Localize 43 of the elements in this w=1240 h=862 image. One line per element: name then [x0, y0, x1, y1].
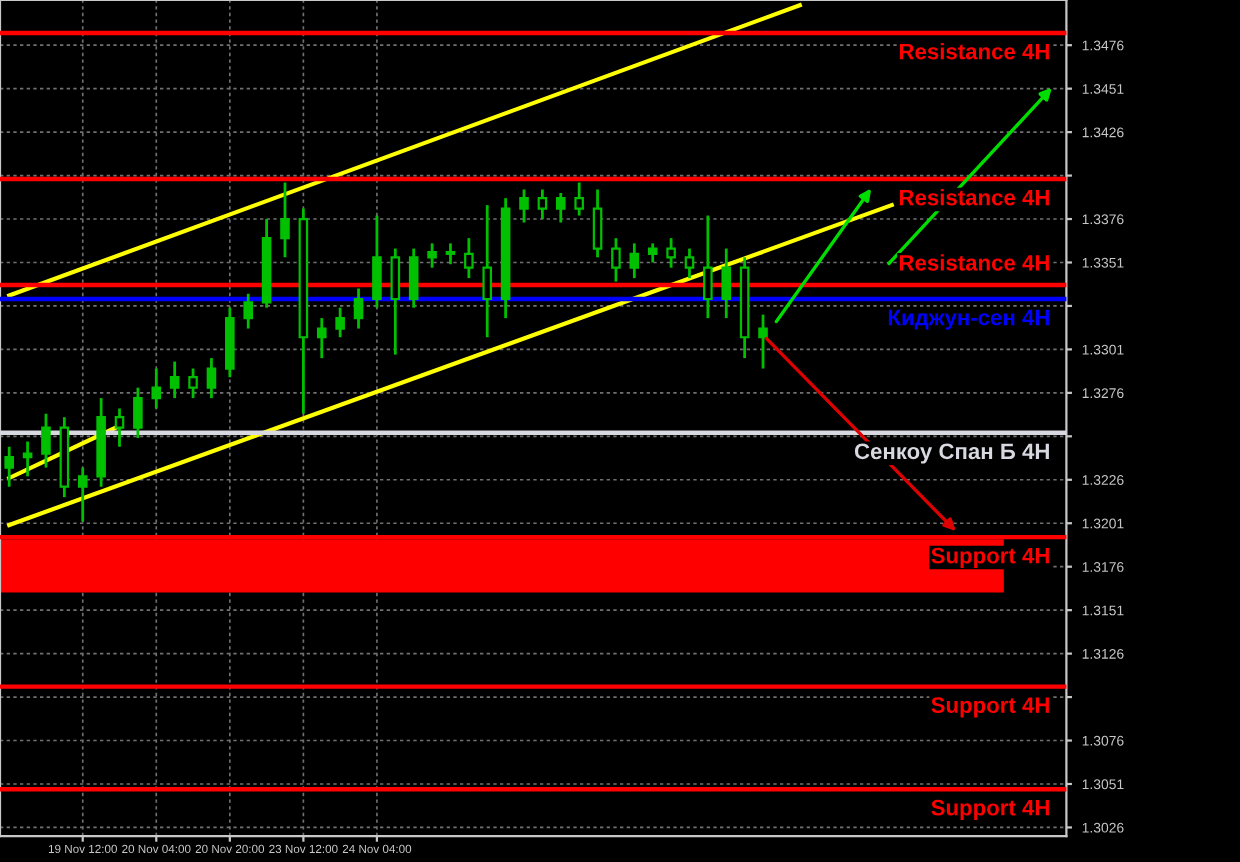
- candlestick: [445, 241, 456, 266]
- candlestick: [684, 247, 695, 280]
- candlestick: [41, 412, 51, 469]
- ref-line-label: Киджун-сен 4H: [888, 309, 1049, 330]
- candlestick: [169, 360, 180, 400]
- candlestick: [482, 203, 493, 339]
- candlestick: [611, 236, 621, 283]
- ref-line-label: Support 4H: [931, 547, 1049, 568]
- candlestick: [372, 214, 382, 310]
- candlestick: [22, 440, 33, 478]
- candlestick: [243, 292, 253, 330]
- candlestick: [555, 191, 566, 224]
- candlestick: [4, 445, 14, 489]
- candlestick: [519, 188, 529, 224]
- ref-line-label: Resistance 4H: [899, 43, 1049, 60]
- candlestick: [629, 241, 640, 280]
- candlestick: [537, 188, 548, 221]
- ref-line-label: Support 4H: [931, 799, 1049, 820]
- ref-line-label: Resistance 4H: [899, 189, 1049, 206]
- ref-line-label: Support 4H: [931, 697, 1049, 718]
- candlestick: [758, 313, 768, 370]
- candlestick: [353, 287, 364, 330]
- candlestick: [666, 236, 676, 270]
- candlestick: [114, 407, 125, 449]
- candlestick: [151, 367, 162, 410]
- candlestick: [133, 386, 143, 440]
- candlestick: [574, 181, 584, 217]
- ref-line-label: Сенкоу Спан Б 4H: [854, 443, 1049, 464]
- candlestick: [280, 181, 290, 259]
- candlestick: [390, 247, 401, 357]
- candlestick: [647, 241, 658, 264]
- candlestick: [703, 214, 713, 320]
- candlestick: [188, 367, 198, 400]
- candlestick: [206, 356, 217, 400]
- candlestick: [335, 306, 345, 339]
- ref-line-label: Resistance 4H: [899, 254, 1049, 271]
- candlestick: [464, 236, 474, 280]
- candlestick: [77, 466, 88, 523]
- candlestick: [427, 241, 437, 270]
- candlestick: [592, 188, 603, 259]
- candlestick: [316, 316, 327, 360]
- candlestick: [408, 247, 419, 310]
- candlestick: [721, 247, 732, 320]
